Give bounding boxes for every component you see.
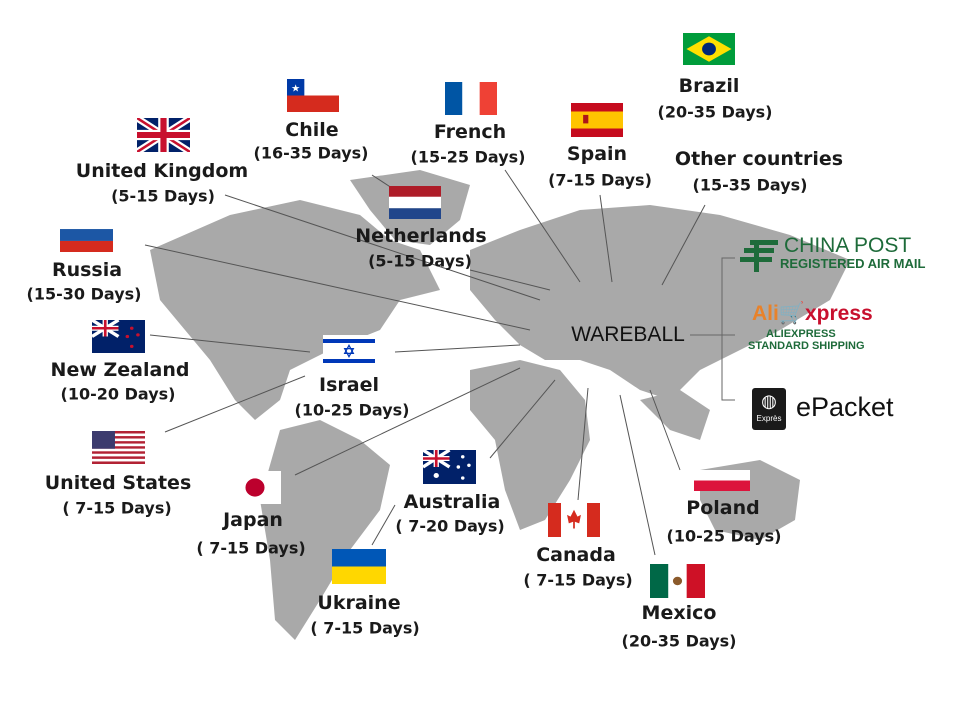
flag-spain-icon	[571, 103, 623, 137]
route-line-spain	[599, 194, 613, 283]
destination-name-ukraine: Ukraine	[317, 592, 401, 614]
flag-brazil-icon	[683, 33, 735, 65]
route-line-poland	[649, 389, 681, 471]
route-line-australia	[489, 379, 556, 459]
destination-name-australia: Australia	[403, 491, 501, 513]
route-line-ukraine	[371, 504, 396, 546]
china-post-icon	[740, 240, 778, 272]
epacket-badge: ◍ Exprès	[752, 388, 786, 430]
delivery-time-japan: ( 7-15 Days)	[196, 538, 306, 558]
flag-united-states-icon	[92, 431, 145, 464]
hub-label: WAREBALL	[571, 323, 685, 346]
delivery-time-poland: (10-25 Days)	[666, 526, 782, 546]
aliexpress-wordmark: Ali🛒xpress	[752, 302, 873, 325]
svg-text:★: ★	[291, 84, 300, 95]
southeast-asia	[640, 390, 710, 440]
delivery-time-other-countries: (15-35 Days)	[692, 175, 808, 195]
destination-name-chile: Chile	[285, 119, 339, 141]
flag-ukraine-icon	[332, 549, 386, 584]
north-america	[150, 200, 440, 420]
route-line-russia	[144, 244, 531, 331]
globe-icon: ◍	[761, 391, 777, 411]
delivery-time-netherlands: (5-15 Days)	[368, 251, 472, 271]
epacket-label: ePacket	[796, 392, 894, 422]
destination-name-united-kingdom: United Kingdom	[75, 160, 249, 182]
route-line-mexico	[619, 394, 656, 556]
delivery-time-chile: (16-35 Days)	[253, 143, 369, 163]
route-line-canada	[577, 387, 589, 501]
flag-new-zealand-icon	[92, 320, 145, 353]
delivery-time-new-zealand: (10-20 Days)	[60, 384, 176, 404]
flag-mexico-icon	[650, 564, 705, 598]
route-lines	[144, 169, 706, 556]
destination-name-canada: Canada	[536, 544, 616, 566]
destination-name-poland: Poland	[686, 497, 760, 519]
china-post-subtitle: REGISTERED AIR MAIL	[780, 256, 926, 271]
africa	[470, 360, 590, 530]
flag-canada-icon	[548, 503, 600, 537]
flag-french-icon	[445, 82, 497, 115]
destination-name-japan: Japan	[223, 509, 283, 531]
destination-name-spain: Spain	[566, 143, 628, 165]
destination-name-israel: Israel	[319, 374, 379, 396]
delivery-time-russia: (15-30 Days)	[26, 284, 142, 304]
flag-netherlands-icon	[389, 186, 441, 219]
destination-name-other-countries: Other countries	[674, 148, 844, 170]
flag-israel-icon	[323, 335, 375, 367]
continents	[150, 170, 850, 640]
aliexpress-line1: ALIEXPRESS	[766, 328, 836, 340]
epacket-badge-text: Exprès	[756, 414, 782, 423]
destination-name-brazil: Brazil	[678, 75, 740, 97]
flag-japan-icon	[229, 471, 281, 504]
destination-name-french: French	[433, 121, 507, 143]
delivery-time-mexico: (20-35 Days)	[621, 631, 737, 651]
flag-chile-icon: ★	[287, 79, 339, 112]
delivery-time-spain: (7-15 Days)	[548, 170, 652, 190]
delivery-time-united-kingdom: (5-15 Days)	[111, 186, 215, 206]
destination-name-russia: Russia	[51, 259, 123, 281]
route-line-new-zealand	[149, 334, 311, 353]
aliexpress-logo: Ali🛒xpress ALIEXPRESS STANDARD SHIPPING	[748, 302, 873, 352]
destination-name-netherlands: Netherlands	[355, 225, 487, 247]
destination-name-united-states: United States	[44, 472, 192, 494]
destination-name-mexico: Mexico	[641, 602, 717, 624]
delivery-time-ukraine: ( 7-15 Days)	[310, 618, 420, 638]
destination-name-new-zealand: New Zealand	[50, 359, 190, 381]
delivery-time-united-states: ( 7-15 Days)	[62, 498, 172, 518]
delivery-time-canada: ( 7-15 Days)	[523, 570, 633, 590]
route-line-netherlands	[469, 269, 551, 291]
route-line-united-states	[164, 375, 306, 433]
delivery-time-brazil: (20-35 Days)	[657, 102, 773, 122]
south-america	[260, 420, 390, 640]
china-post-title: CHINA POST	[784, 234, 912, 257]
aliexpress-line2: STANDARD SHIPPING	[748, 340, 865, 352]
flag-australia-icon	[423, 450, 476, 484]
route-line-israel	[394, 344, 521, 353]
flag-poland-icon	[694, 470, 750, 491]
route-line-french	[504, 169, 581, 283]
delivery-time-french: (15-25 Days)	[410, 147, 526, 167]
delivery-time-israel: (10-25 Days)	[294, 400, 410, 420]
flag-united-kingdom-icon	[137, 118, 190, 152]
route-line-other-countries	[661, 204, 706, 286]
delivery-time-australia: ( 7-20 Days)	[395, 516, 505, 536]
route-line-united-kingdom	[224, 194, 541, 301]
route-line-japan	[294, 367, 521, 476]
flag-russia-icon	[60, 218, 113, 252]
